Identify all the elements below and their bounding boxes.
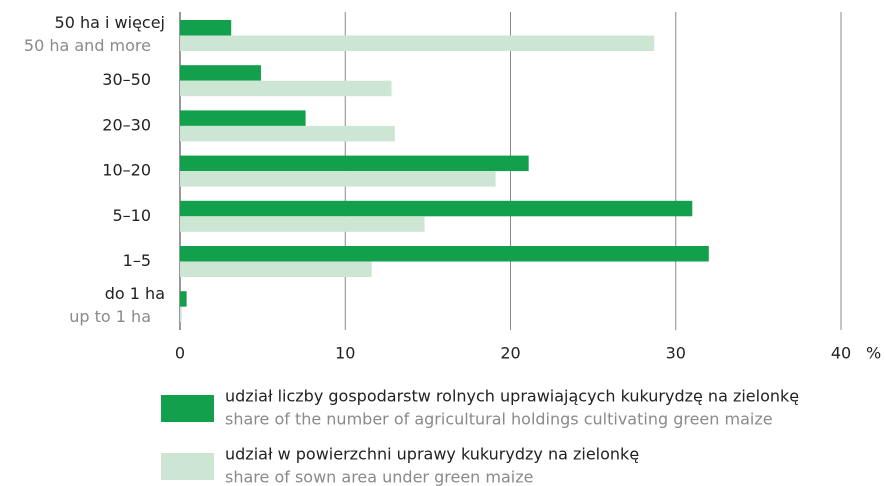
legend-label: udział liczby gospodarstw rolnych uprawi… — [225, 387, 799, 406]
x-tick-label: 10 — [335, 344, 355, 363]
bar — [180, 35, 655, 51]
bar — [180, 261, 372, 277]
legend-label-en: share of the number of agricultural hold… — [225, 410, 773, 429]
y-tick-label: 1–5 — [123, 251, 151, 270]
legend-swatch — [161, 453, 214, 480]
y-tick-label-en: up to 1 ha — [69, 307, 151, 326]
y-tick-label: 10–20 — [102, 161, 151, 180]
legend-swatch — [161, 395, 214, 422]
y-tick-label: 5–10 — [112, 206, 151, 225]
bar — [180, 171, 496, 187]
y-tick-label: do 1 ha — [105, 284, 165, 303]
x-tick-label: 20 — [500, 344, 520, 363]
bar — [180, 306, 182, 323]
bar — [180, 246, 709, 262]
bar — [180, 200, 693, 217]
bar — [180, 110, 306, 126]
bar — [180, 80, 392, 97]
axis-unit: % — [866, 344, 881, 363]
bar — [180, 125, 395, 142]
y-tick-label: 50 ha i więcej — [55, 13, 165, 32]
bar — [180, 291, 187, 307]
legend-label: udział w powierzchni uprawy kukurydzy na… — [225, 445, 639, 464]
y-tick-label: 20–30 — [102, 115, 151, 134]
legend-label-en: share of sown area under green maize — [225, 468, 533, 486]
y-tick-label-en: 50 ha and more — [24, 36, 151, 55]
x-tick-label: 40 — [831, 344, 851, 363]
x-tick-label: 30 — [666, 344, 686, 363]
bar — [180, 216, 425, 232]
x-tick-label: 0 — [175, 344, 185, 363]
bar — [180, 65, 261, 81]
bar — [180, 20, 232, 36]
y-tick-label: 30–50 — [102, 70, 151, 89]
bar — [180, 155, 529, 172]
